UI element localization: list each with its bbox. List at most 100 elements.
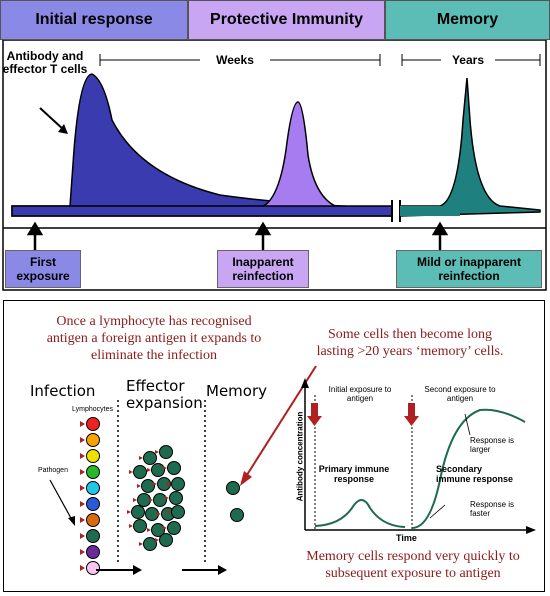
initial-exposure-arrow-head — [307, 416, 322, 426]
text-memory-cells: Some cells then become long lasting >20 … — [316, 327, 504, 359]
receptor-marker — [139, 456, 143, 460]
graph-x-axis-head — [526, 526, 536, 534]
effector-cell — [171, 505, 185, 519]
effector-cell — [143, 451, 157, 465]
second-exposure-arrow-head — [404, 416, 419, 426]
second-exposure-arrow-shaft — [408, 403, 415, 417]
receptor-marker — [80, 453, 85, 459]
receptor-marker — [167, 510, 171, 514]
lymphocyte-cell — [86, 465, 100, 479]
first-exposure-box: First exposure — [5, 250, 81, 288]
weeks-label: Weeks — [216, 53, 254, 67]
lymphocyte-cell — [86, 497, 100, 511]
lymphocyte-cell — [86, 513, 100, 527]
antibody-effector-label: Antibody and effector T cells — [2, 49, 88, 76]
effector-cell — [141, 479, 155, 493]
receptor-marker — [163, 526, 167, 530]
receptor-marker — [155, 450, 159, 454]
years-label-bg — [441, 52, 495, 68]
effector-cell — [145, 507, 159, 521]
header-initial-response: Initial response — [0, 0, 188, 40]
weeks-label-bg — [200, 52, 270, 68]
pathogen-arrow-head — [68, 516, 75, 526]
receptor-marker — [80, 565, 85, 571]
text-lymphocyte-expands: Once a lymphocyte has recognised antigen… — [46, 314, 262, 363]
graph-x-label: Time — [396, 533, 417, 543]
initial-response-peak — [11, 73, 393, 217]
years-label: Years — [452, 53, 484, 67]
secondary-response-curve — [411, 408, 526, 529]
receptor-marker — [165, 496, 169, 500]
event-arrows — [26, 221, 449, 250]
receptor-marker — [80, 469, 85, 475]
arrow-mild-head — [431, 221, 449, 236]
receptor-marker — [147, 468, 151, 472]
receptor-marker — [127, 510, 131, 514]
effector-cell — [167, 521, 181, 535]
lymphocyte-expansion-diagram — [49, 365, 536, 575]
effector-cell — [137, 493, 151, 507]
header-protective-immunity: Protective Immunity — [188, 0, 385, 40]
receptor-marker — [80, 517, 85, 523]
memory-cell — [230, 508, 244, 522]
second-exposure-label: Second exposure to antigen — [424, 385, 496, 403]
secondary-response-label: Secondary immune response — [436, 464, 514, 484]
pathogen-label: Pathogen — [38, 467, 68, 474]
graph-y-axis-head — [301, 378, 309, 388]
receptor-marker — [80, 485, 85, 491]
antibody-pointer-head — [58, 124, 68, 134]
receptor-marker — [129, 470, 133, 474]
pathogen-arrow — [49, 479, 73, 521]
top-panel-frame — [2, 40, 547, 291]
reinfection-peak — [257, 101, 341, 209]
effector-cell — [153, 493, 167, 507]
graph-y-label: Antibody concentration — [295, 411, 305, 502]
receptor-marker — [80, 501, 85, 507]
receptor-marker — [163, 466, 167, 470]
effector-cell — [169, 491, 183, 505]
response-faster-label: Response is faster — [470, 500, 515, 518]
baseline-bar-left — [11, 205, 393, 217]
receptor-marker — [147, 528, 151, 532]
baseline-bar-right — [400, 206, 460, 216]
immune-response-timeline: Weeks Years — [2, 40, 547, 291]
lymphocyte-cell — [86, 449, 100, 463]
arrow-to-effector-head — [133, 565, 142, 575]
receptor-marker — [80, 437, 85, 443]
inapparent-reinfection-box: Inapparent reinfection — [217, 250, 309, 288]
effector-cell — [171, 477, 185, 491]
receptor-marker — [155, 538, 159, 542]
lymphocytes-label: Lymphocytes — [72, 406, 113, 413]
effector-cell — [167, 461, 181, 475]
arrow-inapparent-head — [254, 221, 272, 236]
larger-pointer — [464, 413, 471, 436]
arrow-first-exposure-head — [26, 221, 44, 236]
col-memory-label: Memory — [206, 382, 268, 400]
mild-reinfection-box: Mild or inapparent reinfection — [396, 250, 542, 288]
effector-cell — [159, 533, 173, 547]
primary-response-label: Primary immune response — [318, 464, 390, 484]
receptor-marker — [129, 524, 133, 528]
lymphocyte-cell — [86, 561, 100, 575]
effector-cell — [131, 505, 145, 519]
receptor-marker — [80, 549, 85, 555]
header-memory: Memory — [385, 0, 550, 40]
receptor-marker — [80, 533, 85, 539]
lymphocyte-cell — [86, 481, 100, 495]
receptor-marker — [137, 484, 141, 488]
lymphocyte-cell — [86, 433, 100, 447]
receptor-marker — [149, 498, 153, 502]
arrow-to-memory-head — [218, 565, 227, 575]
receptor-marker — [133, 498, 137, 502]
response-larger-label: Response is larger — [470, 436, 515, 454]
receptor-marker — [80, 421, 85, 427]
bottom-panel-frame — [3, 300, 545, 592]
memory-cell — [226, 481, 240, 495]
effector-cell — [151, 463, 165, 477]
lymphocyte-cell — [86, 545, 100, 559]
initial-exposure-arrow-shaft — [311, 403, 318, 417]
faster-pointer — [429, 504, 446, 519]
effector-cell — [143, 537, 157, 551]
receptor-marker — [139, 542, 143, 546]
receptor-marker — [157, 512, 161, 516]
